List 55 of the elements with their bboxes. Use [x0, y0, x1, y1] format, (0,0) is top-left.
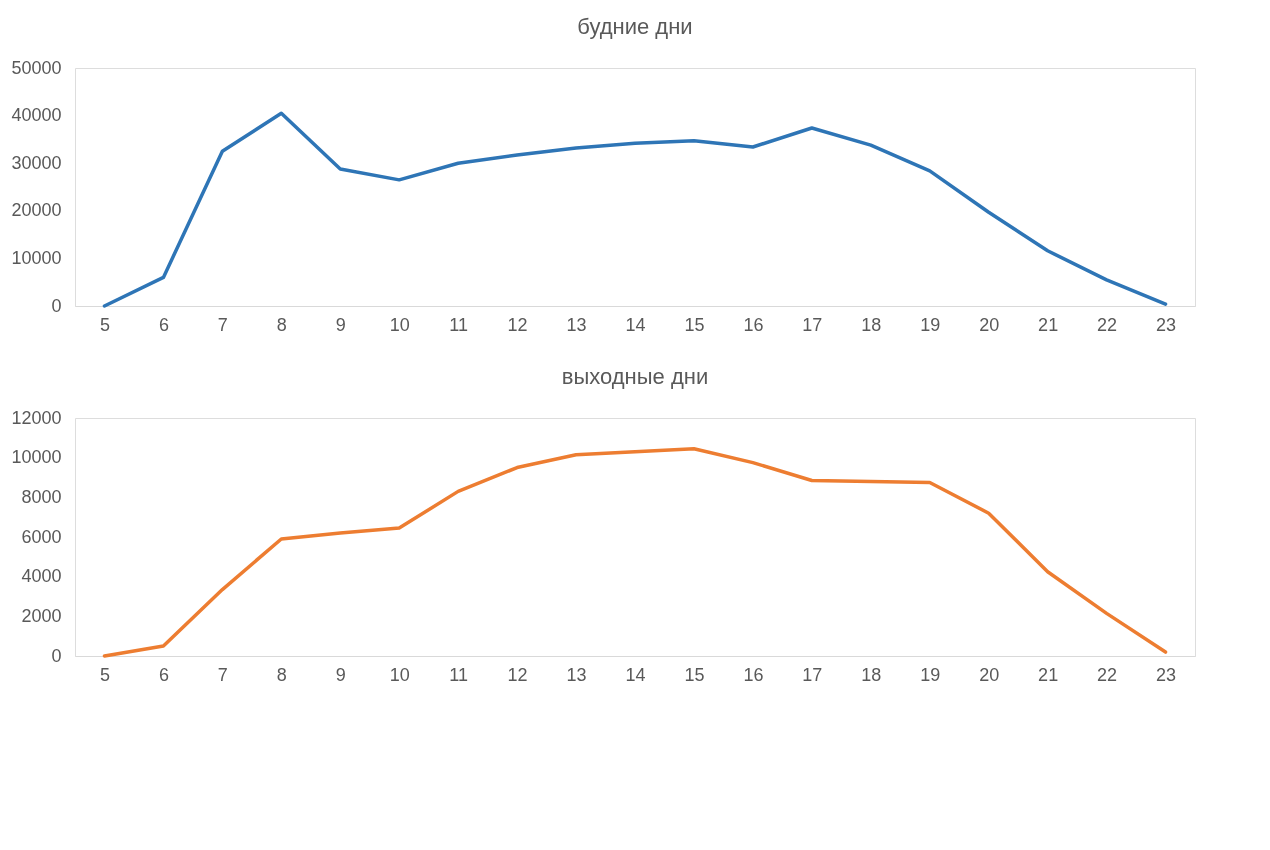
- y-tick-label: 12000: [11, 407, 62, 428]
- x-tick-label: 8: [276, 314, 287, 335]
- y-tick-label: 10000: [11, 247, 62, 268]
- x-tick-label: 19: [920, 664, 941, 685]
- line-series: [102, 446, 1168, 658]
- x-tick-label: 10: [389, 664, 410, 685]
- y-tick-label: 10000: [11, 447, 62, 468]
- x-tick-label: 12: [507, 664, 528, 685]
- x-tick-label: 16: [743, 664, 764, 685]
- chart-title: выходные дни: [561, 364, 709, 389]
- x-tick-label: 23: [1156, 664, 1177, 685]
- x-tick-label: 21: [1038, 664, 1059, 685]
- x-tick-label: 11: [449, 664, 468, 685]
- x-tick-label: 22: [1097, 314, 1118, 335]
- x-tick-label: 16: [743, 314, 764, 335]
- x-tick-label: 13: [566, 314, 587, 335]
- x-tick-label: 23: [1156, 314, 1177, 335]
- x-tick-label: 5: [99, 314, 110, 335]
- x-tick-label: 11: [449, 314, 468, 335]
- x-tick-label: 5: [99, 664, 110, 685]
- y-tick-label: 0: [51, 645, 62, 666]
- y-tick-label: 0: [51, 295, 62, 316]
- x-tick-label: 15: [684, 664, 705, 685]
- x-tick-label: 7: [217, 314, 228, 335]
- x-tick-label: 8: [276, 664, 287, 685]
- x-tick-label: 17: [802, 314, 823, 335]
- x-tick-label: 18: [861, 664, 882, 685]
- x-tick-label: 6: [158, 314, 169, 335]
- x-tick-label: 18: [861, 314, 882, 335]
- x-tick-label: 14: [625, 314, 646, 335]
- y-tick-label: 20000: [11, 200, 62, 221]
- x-tick-label: 20: [979, 664, 1000, 685]
- x-tick-label: 15: [684, 314, 705, 335]
- y-tick-label: 30000: [11, 152, 62, 173]
- x-tick-label: 9: [335, 314, 346, 335]
- y-tick-label: 4000: [21, 566, 62, 587]
- x-tick-label: 19: [920, 314, 941, 335]
- chart-title: будние дни: [577, 14, 693, 39]
- y-tick-label: 40000: [11, 105, 62, 126]
- x-tick-label: 9: [335, 664, 346, 685]
- x-tick-label: 20: [979, 314, 1000, 335]
- x-tick-label: 12: [507, 314, 528, 335]
- x-tick-label: 22: [1097, 664, 1118, 685]
- x-tick-label: 7: [217, 664, 228, 685]
- y-tick-label: 2000: [21, 605, 62, 626]
- x-tick-label: 14: [625, 664, 646, 685]
- x-tick-label: 6: [158, 664, 169, 685]
- y-tick-label: 50000: [11, 57, 62, 78]
- line-series: [102, 111, 1168, 308]
- y-tick-label: 8000: [21, 486, 62, 507]
- x-tick-label: 13: [566, 664, 587, 685]
- x-tick-label: 10: [389, 314, 410, 335]
- x-tick-label: 21: [1038, 314, 1059, 335]
- y-tick-label: 6000: [21, 526, 62, 547]
- x-tick-label: 17: [802, 664, 823, 685]
